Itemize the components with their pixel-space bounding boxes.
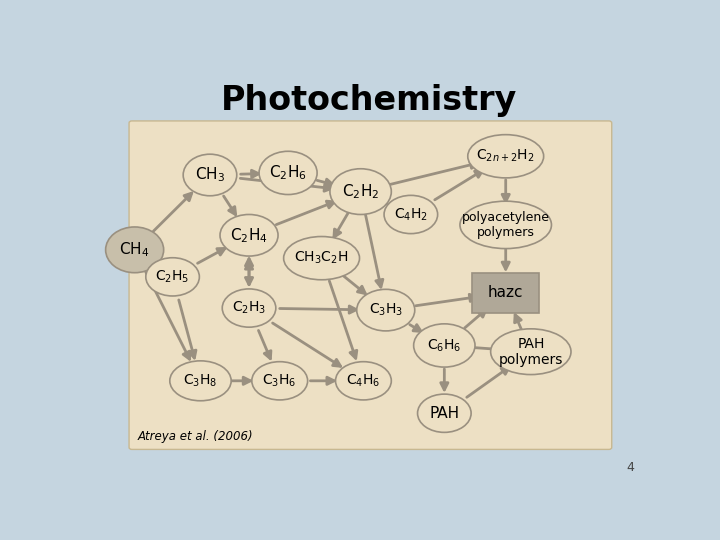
- Text: C$_3$H$_3$: C$_3$H$_3$: [369, 302, 403, 318]
- Text: Atreya et al. (2006): Atreya et al. (2006): [138, 430, 253, 443]
- Ellipse shape: [384, 195, 438, 234]
- Text: CH$_3$: CH$_3$: [195, 166, 225, 184]
- Ellipse shape: [252, 362, 307, 400]
- Text: CH$_3$C$_2$H: CH$_3$C$_2$H: [294, 250, 348, 266]
- Ellipse shape: [460, 201, 552, 248]
- Ellipse shape: [145, 258, 199, 296]
- Text: C$_2$H$_2$: C$_2$H$_2$: [342, 183, 379, 201]
- Ellipse shape: [183, 154, 237, 196]
- Ellipse shape: [356, 289, 415, 331]
- Ellipse shape: [490, 329, 571, 375]
- Ellipse shape: [413, 324, 475, 367]
- Text: C$_2$H$_6$: C$_2$H$_6$: [269, 164, 307, 183]
- Text: C$_6$H$_6$: C$_6$H$_6$: [427, 338, 462, 354]
- Ellipse shape: [222, 289, 276, 327]
- FancyBboxPatch shape: [129, 121, 612, 449]
- Text: C$_2$H$_3$: C$_2$H$_3$: [232, 300, 266, 316]
- Text: C$_4$H$_6$: C$_4$H$_6$: [346, 373, 381, 389]
- Ellipse shape: [284, 237, 359, 280]
- Text: C$_3$H$_8$: C$_3$H$_8$: [184, 373, 217, 389]
- Text: polyacetylene
polymers: polyacetylene polymers: [462, 211, 549, 239]
- Text: C$_3$H$_6$: C$_3$H$_6$: [263, 373, 297, 389]
- Ellipse shape: [170, 361, 231, 401]
- FancyBboxPatch shape: [472, 273, 539, 313]
- Ellipse shape: [106, 227, 163, 273]
- Ellipse shape: [468, 134, 544, 178]
- Ellipse shape: [220, 214, 278, 256]
- Ellipse shape: [259, 151, 317, 194]
- Text: C$_2$H$_4$: C$_2$H$_4$: [230, 226, 268, 245]
- Ellipse shape: [330, 168, 392, 214]
- Text: Photochemistry: Photochemistry: [221, 84, 517, 117]
- Text: C$_4$H$_2$: C$_4$H$_2$: [394, 206, 428, 222]
- Text: C$_{2n+2}$H$_2$: C$_{2n+2}$H$_2$: [477, 148, 535, 165]
- Ellipse shape: [418, 394, 471, 433]
- Text: PAH
polymers: PAH polymers: [499, 336, 563, 367]
- Ellipse shape: [336, 362, 392, 400]
- Text: C$_2$H$_5$: C$_2$H$_5$: [156, 269, 190, 285]
- Text: CH$_4$: CH$_4$: [120, 240, 150, 259]
- Text: hazc: hazc: [488, 285, 523, 300]
- Text: 4: 4: [626, 461, 634, 474]
- Text: PAH: PAH: [429, 406, 459, 421]
